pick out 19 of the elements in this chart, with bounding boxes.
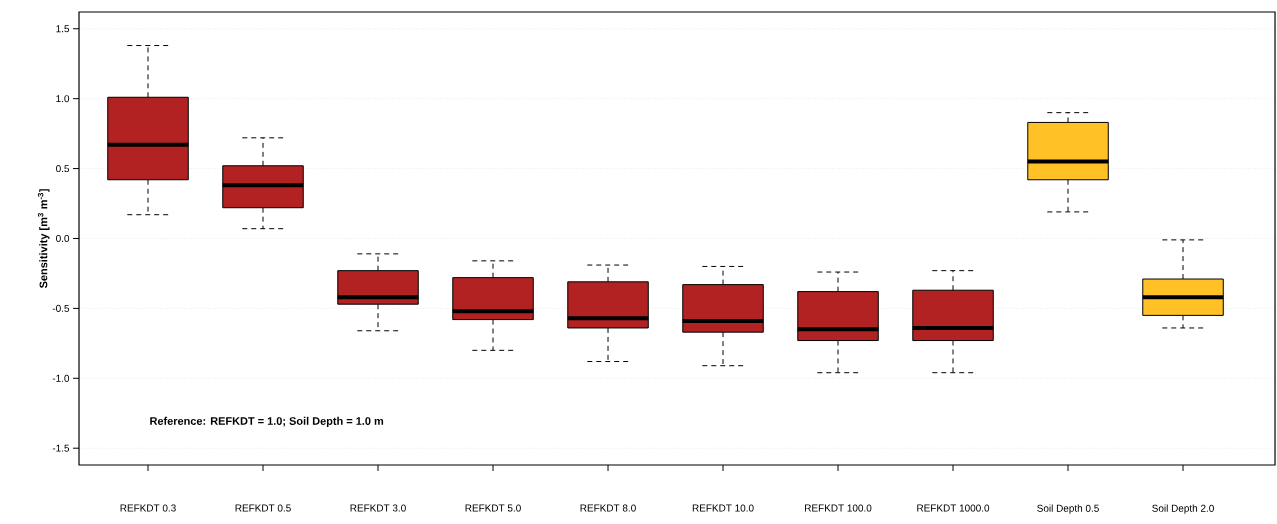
annotation: Reference: REFKDT = 1.0; Soil Depth = 1.0 m <box>150 416 384 428</box>
y-tick-label: 0.5 <box>56 165 70 173</box>
y-tick-label: -1.0 <box>52 374 70 382</box>
y-tick-label: -1.5 <box>52 444 70 452</box>
x-tick-label: Soil Depth 2.0 <box>1152 504 1214 514</box>
y-axis-title: Sensitivity [m$^{3}$ m$^{-3}$] <box>37 189 50 289</box>
x-tick-label: REFKDT 3.0 <box>350 504 406 512</box>
y-tick-label: 0.0 <box>56 234 70 243</box>
x-tick-label: REFKDT 8.0 <box>580 504 636 512</box>
y-tick-label: -0.5 <box>52 304 70 312</box>
x-tick-label: REFKDT 0.3 <box>120 504 176 512</box>
x-tick-label: REFKDT 100.0 <box>805 504 872 512</box>
y-tick-label: 1.0 <box>56 95 70 103</box>
x-tick-label: Soil Depth 0.5 <box>1037 504 1099 514</box>
x-tick-label: REFKDT 5.0 <box>465 504 521 512</box>
x-tick-label: REFKDT 0.5 <box>235 504 291 512</box>
y-tick-label: 1.5 <box>56 25 70 33</box>
x-tick-label: REFKDT 1000.0 <box>917 504 990 512</box>
x-tick-label: REFKDT 10.0 <box>692 504 754 512</box>
